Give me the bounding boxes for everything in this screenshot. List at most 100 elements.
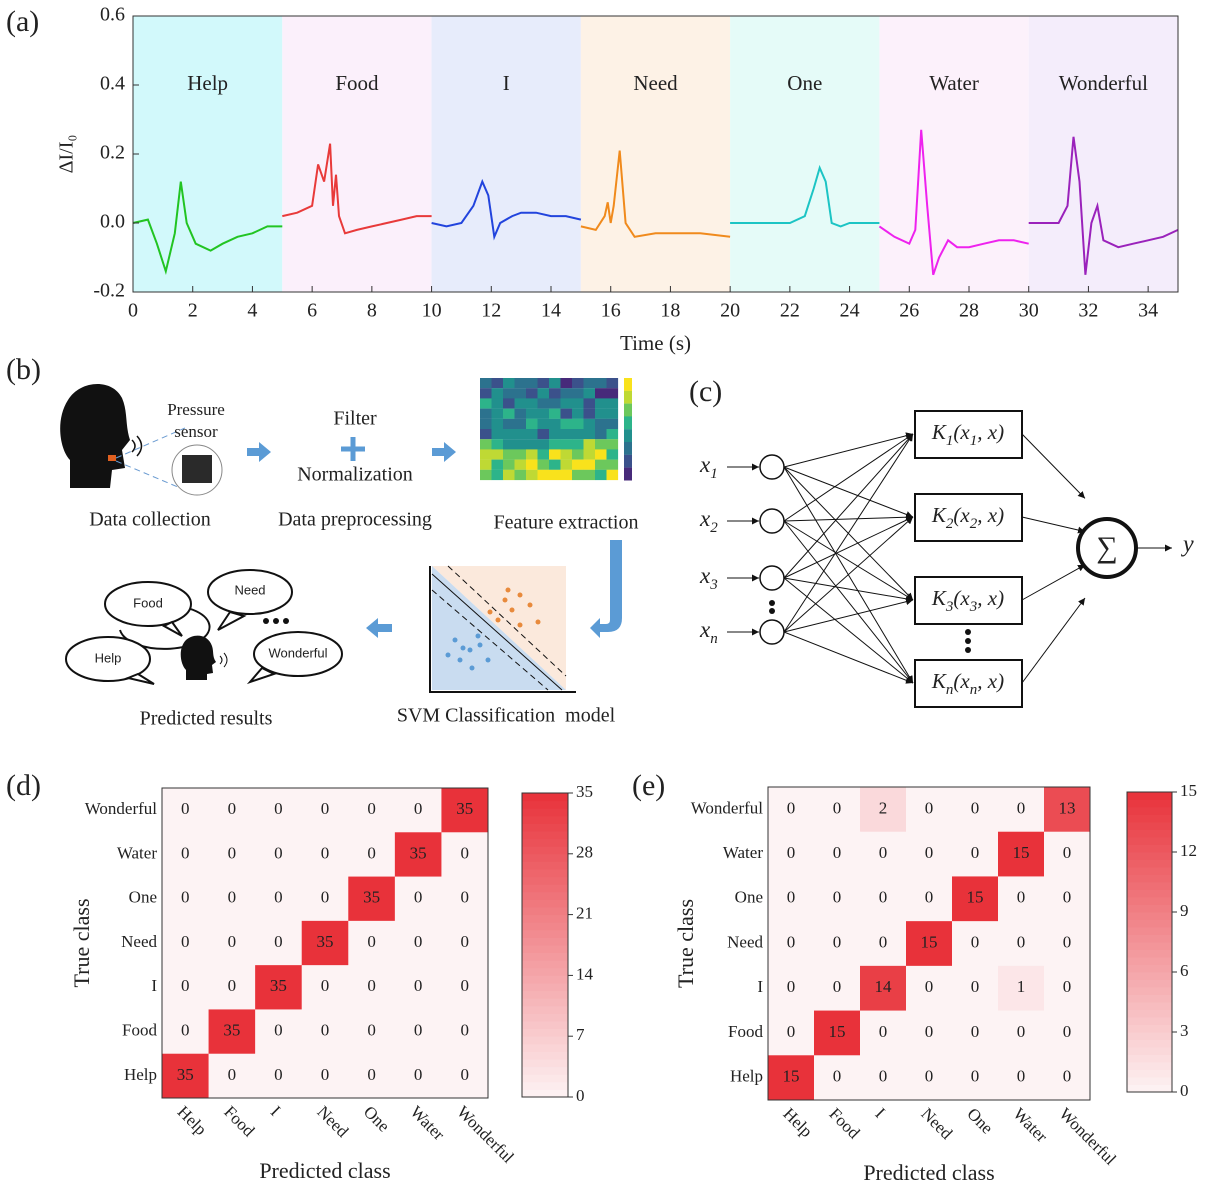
heatmap-cell	[998, 965, 1045, 1012]
spectrogram-cell	[480, 469, 492, 481]
x-category-label: Help	[779, 1104, 816, 1141]
spectrogram-cell	[583, 388, 596, 399]
heatmap-cell	[1044, 1055, 1091, 1101]
cell-value: 0	[460, 932, 469, 951]
colorbar-step	[522, 891, 568, 900]
heatmap-cell	[162, 876, 210, 922]
cell-value: 0	[367, 932, 376, 951]
cell-value: 0	[971, 843, 980, 862]
y-tick-label: 0.2	[100, 142, 125, 164]
colorbar-step	[522, 884, 568, 893]
cell-value: 0	[274, 932, 283, 951]
spectrogram-cell	[526, 429, 538, 440]
output-label: y	[1181, 532, 1194, 558]
spectrogram-cell	[491, 398, 504, 409]
colorbar-step	[522, 861, 568, 870]
cell-value: 0	[925, 1067, 934, 1086]
spectrogram-cell	[583, 378, 596, 389]
input-node	[759, 565, 785, 591]
cell-value: 0	[228, 799, 237, 818]
connection	[783, 520, 914, 601]
panel-label: (a)	[6, 5, 39, 38]
text-part: , x)	[977, 669, 1004, 693]
spectrogram-cell	[491, 469, 504, 481]
heatmap-cell	[906, 831, 953, 877]
ellipsis-dot	[965, 638, 971, 644]
colorbar-step	[1127, 844, 1172, 853]
cell-value: 0	[833, 932, 842, 951]
spectrogram-cell	[549, 459, 561, 470]
normalization-label: Normalization	[297, 464, 413, 486]
text-part: K	[931, 586, 947, 610]
colorbar-step	[1127, 1054, 1172, 1063]
spectrogram-cell	[503, 439, 515, 450]
heatmap-cell	[441, 1009, 489, 1055]
heatmap-cell	[906, 787, 953, 833]
cell-value: 0	[925, 1022, 934, 1041]
spectrogram-cell	[606, 439, 619, 450]
spectrogram-cell	[572, 418, 584, 430]
text-part: 3	[709, 577, 718, 593]
x-tick-label: 20	[720, 300, 740, 322]
colorbar-step	[522, 914, 568, 923]
y-category-label: One	[129, 888, 157, 907]
word-label: I	[503, 71, 510, 95]
colorbar-step	[522, 990, 568, 999]
heatmap-cell	[768, 1010, 815, 1056]
spectrogram-cell	[480, 418, 492, 430]
x-category-label: One	[360, 1102, 393, 1135]
heatmap-cell	[162, 1009, 210, 1055]
x-category-label: Food	[825, 1104, 864, 1143]
cell-value: 0	[414, 976, 423, 995]
sensor-label: Pressure	[167, 400, 225, 419]
colorbar-step	[1127, 867, 1172, 875]
kernel-box	[914, 576, 1023, 625]
spectrogram-cell	[583, 469, 596, 481]
heatmap-cell	[301, 876, 349, 922]
heatmap-cell	[301, 965, 349, 1010]
text-part: x	[699, 617, 711, 642]
cell-value: 0	[228, 1065, 237, 1084]
y-category-label: I	[151, 976, 157, 995]
spectrogram-cell	[514, 429, 527, 440]
cell-value: 0	[1063, 843, 1072, 862]
spectrogram-cell	[560, 429, 573, 440]
x-tick-label: 32	[1078, 300, 1098, 322]
colorbar-step	[1127, 882, 1172, 890]
spectrogram-cell	[480, 408, 492, 419]
cell-value: 0	[787, 843, 796, 862]
input-node	[759, 454, 785, 480]
signal-line	[1028, 136, 1179, 275]
heatmap-cell	[952, 876, 999, 922]
heatmap-cell	[952, 921, 999, 967]
colorbar-swatch	[624, 390, 632, 404]
spectrogram-cell	[583, 398, 596, 409]
y-category-label: Help	[124, 1065, 157, 1084]
cell-value: 0	[414, 1020, 423, 1039]
colorbar-step	[522, 952, 568, 961]
colorbar-step	[1127, 904, 1172, 913]
spectrogram-cell	[514, 459, 527, 470]
colorbar-frame	[1126, 791, 1173, 1093]
spectrogram-cell	[606, 449, 619, 460]
heatmap-cell	[998, 787, 1045, 833]
text-part: n	[946, 682, 954, 698]
colorbar-tick-label: 15	[1180, 781, 1197, 800]
colorbar-step	[1127, 792, 1172, 800]
cell-value: 0	[367, 843, 376, 862]
colorbar-step	[1127, 1039, 1172, 1048]
colorbar-tick-label: 21	[576, 904, 593, 923]
x-category-label: Water	[407, 1102, 449, 1144]
text-part: (x	[953, 669, 970, 693]
spectrogram-cell	[537, 429, 550, 440]
band-background	[730, 16, 880, 292]
cell-value: 0	[228, 843, 237, 862]
spectrogram-cell	[514, 418, 527, 430]
spectrogram-cell	[537, 408, 550, 419]
spectrogram-cell	[572, 388, 584, 399]
cell-value: 0	[1063, 1067, 1072, 1086]
y-axis-label: ΔI/I₀	[56, 135, 78, 174]
word-label: Help	[187, 71, 228, 95]
text-part: K	[931, 420, 947, 444]
cell-value: 0	[879, 1022, 888, 1041]
